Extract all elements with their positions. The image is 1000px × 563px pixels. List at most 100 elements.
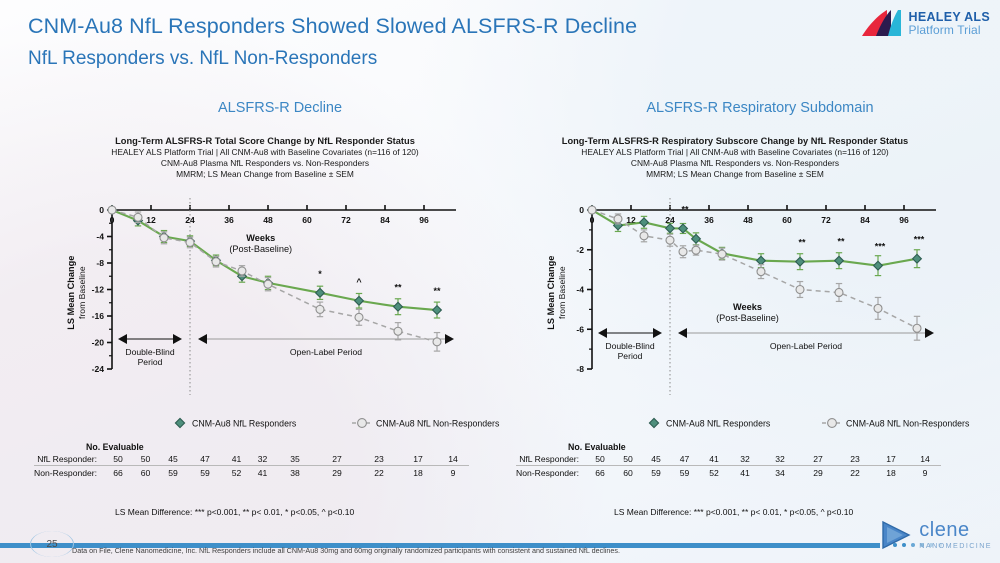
table-cell: 50 — [132, 452, 160, 466]
footer-rule — [0, 543, 880, 548]
significance-marker: *** — [875, 242, 886, 252]
table-left: NfL Responder: 50 50 45 47 41 32 35 27 23 17 14 Non-… — [34, 452, 470, 480]
chart-subtitle-right-2: CNM-Au8 Plasma NfL Responders vs. Non-Re… — [630, 158, 840, 168]
double-blind-label-2: Period — [138, 357, 163, 367]
y-axis-subtitle: from Baseline — [557, 266, 567, 319]
table-cell: 23 — [837, 452, 874, 466]
chart-subtitle-right-1: HEALEY ALS Platform Trial | All CNM-Au8 … — [581, 147, 889, 157]
double-blind-label: Double-Blind — [125, 347, 174, 357]
data-point-diamond — [431, 304, 443, 316]
x-tick-label: 48 — [263, 215, 273, 225]
table-cell: 14 — [909, 452, 942, 466]
data-point-circle — [263, 279, 273, 289]
y-tick-label: -4 — [576, 285, 584, 295]
open-label-arrow — [198, 334, 454, 344]
table-heading-right: No. Evaluable — [568, 442, 626, 452]
table-cell: 59 — [168, 467, 178, 478]
data-point-circle — [315, 304, 325, 314]
arrow-head-left — [118, 334, 127, 344]
open-label-label: Open-Label Period — [290, 347, 362, 357]
series-non-responders — [107, 205, 442, 352]
table-cell: 14 — [437, 452, 470, 466]
table-cell: 32 — [761, 452, 800, 466]
healey-logo-line1: HEALEY ALS — [908, 10, 990, 25]
data-point-circle — [678, 247, 688, 257]
data-point-circle — [912, 323, 922, 333]
legend-label-responders: CNM-Au8 NfL Responders — [666, 418, 771, 428]
chart-subtitle-left-1: HEALEY ALS Platform Trial | All CNM-Au8 … — [111, 147, 419, 157]
x-axis-title: Weeks — [246, 233, 275, 243]
x-axis-subtitle: (Post-Baseline) — [229, 244, 292, 254]
data-point-circle — [185, 237, 195, 248]
y-tick-label: -12 — [92, 285, 105, 295]
data-point-diamond — [872, 260, 884, 271]
double-blind-label-2: Period — [618, 351, 643, 361]
chart-svg-alsfrs-total: 0 -4 -8 -12 -16 -20 -24 0 12 24 36 48 60 72 84 96 Weeks(… — [66, 198, 500, 429]
table-row: Non-Responder: 66 60 59 59 52 41 38 29 22 18 9 — [34, 466, 469, 480]
evaluable-table-right: No. Evaluable NfL Responder: 50 50 45 47 41 32… — [516, 442, 942, 479]
data-point-diamond — [664, 223, 676, 234]
chart-svg-alsfrs-respiratory: 0 -2 -4 -6 -8 0 12 24 36 48 60 72 84 96 Weeks(Post-Bas… — [546, 198, 970, 428]
chart-subtitle-left-3: MMRM; LS Mean Change from Baseline ± SEM — [176, 169, 354, 179]
table-cell: 17 — [399, 452, 438, 466]
table-cell: 45 — [642, 452, 671, 466]
data-point-circle — [834, 287, 844, 298]
chart-title-block-left: Long-Term ALSFRS-R Total Score Change by… — [55, 136, 475, 179]
legend-marker-responders — [174, 417, 186, 429]
x-tick-label: 60 — [782, 215, 792, 225]
significance-marker: ** — [837, 237, 845, 247]
evaluable-table-left: No. Evaluable NfL Responder: 50 50 45 47 41 32… — [34, 442, 470, 480]
healey-logo-line2: Platform Trial — [908, 23, 981, 38]
table-row-label: NfL Responder: — [516, 452, 587, 466]
significance-marker: ** — [681, 204, 689, 214]
x-tick-label: 12 — [626, 215, 636, 225]
table-cell: 22 — [374, 467, 384, 478]
significance-note-right: LS Mean Difference: *** p<0.001, ** p< 0… — [614, 507, 854, 517]
table-cell: 18 — [413, 467, 423, 478]
arrow-head-left — [598, 328, 607, 338]
data-point-circle — [237, 266, 247, 276]
double-blind-label: Double-Blind — [605, 341, 654, 351]
footer-dot — [938, 543, 942, 547]
y-tick-label: -8 — [96, 258, 104, 268]
x-tick-label: 60 — [302, 215, 312, 225]
footer-dot — [929, 543, 933, 547]
table-cell: 27 — [799, 452, 838, 466]
section-heading-left: ALSFRS-R Decline — [217, 100, 343, 116]
arrow-head-left — [198, 334, 207, 344]
healey-als-logo: HEALEY ALS Platform Trial — [860, 9, 991, 39]
data-point-circle — [432, 337, 442, 347]
table-cell: 9 — [922, 467, 928, 478]
data-point-circle — [795, 284, 805, 295]
legend-marker-non-responders — [357, 418, 367, 428]
double-blind-arrow — [118, 334, 182, 344]
table-cell: 41 — [223, 452, 251, 466]
table-cell: 59 — [679, 467, 690, 478]
data-point-diamond — [794, 256, 806, 267]
table-cell: 29 — [332, 467, 342, 478]
footer-dot — [920, 543, 924, 547]
y-tick-label: -24 — [92, 364, 105, 374]
table-cell: 50 — [586, 452, 615, 466]
table-cell: 66 — [595, 467, 605, 478]
data-point-diamond — [638, 217, 650, 228]
clene-logo: clene NANOMEDICINE — [879, 519, 992, 551]
table-cell: 17 — [873, 452, 910, 466]
chart-panel-alsfrs-total: 0 -4 -8 -12 -16 -20 -24 0 12 24 36 48 60 72 84 96 Weeks(… — [60, 196, 500, 441]
data-point-circle — [639, 231, 649, 241]
table-cell: 34 — [775, 467, 785, 478]
series-responders: * ^ ** ** — [106, 204, 443, 319]
table-row-label: Non-Responder: — [516, 467, 580, 478]
table-row-label: NfL Responder: — [34, 452, 105, 466]
x-axis-title: Weeks — [733, 302, 762, 312]
significance-marker: ** — [394, 283, 402, 293]
footer-accent-bar — [0, 543, 1000, 548]
chart-panel-alsfrs-respiratory: 0 -2 -4 -6 -8 0 12 24 36 48 60 72 84 96 Weeks (Post-Bas… — [540, 196, 970, 441]
data-point-diamond — [677, 223, 689, 234]
series-non-responders — [587, 205, 922, 341]
x-tick-label: 24 — [665, 215, 675, 225]
x-tick-label: 72 — [821, 215, 831, 225]
x-axis-subtitle: (Post-Baseline) — [716, 313, 779, 323]
arrow-head-right — [445, 334, 454, 344]
